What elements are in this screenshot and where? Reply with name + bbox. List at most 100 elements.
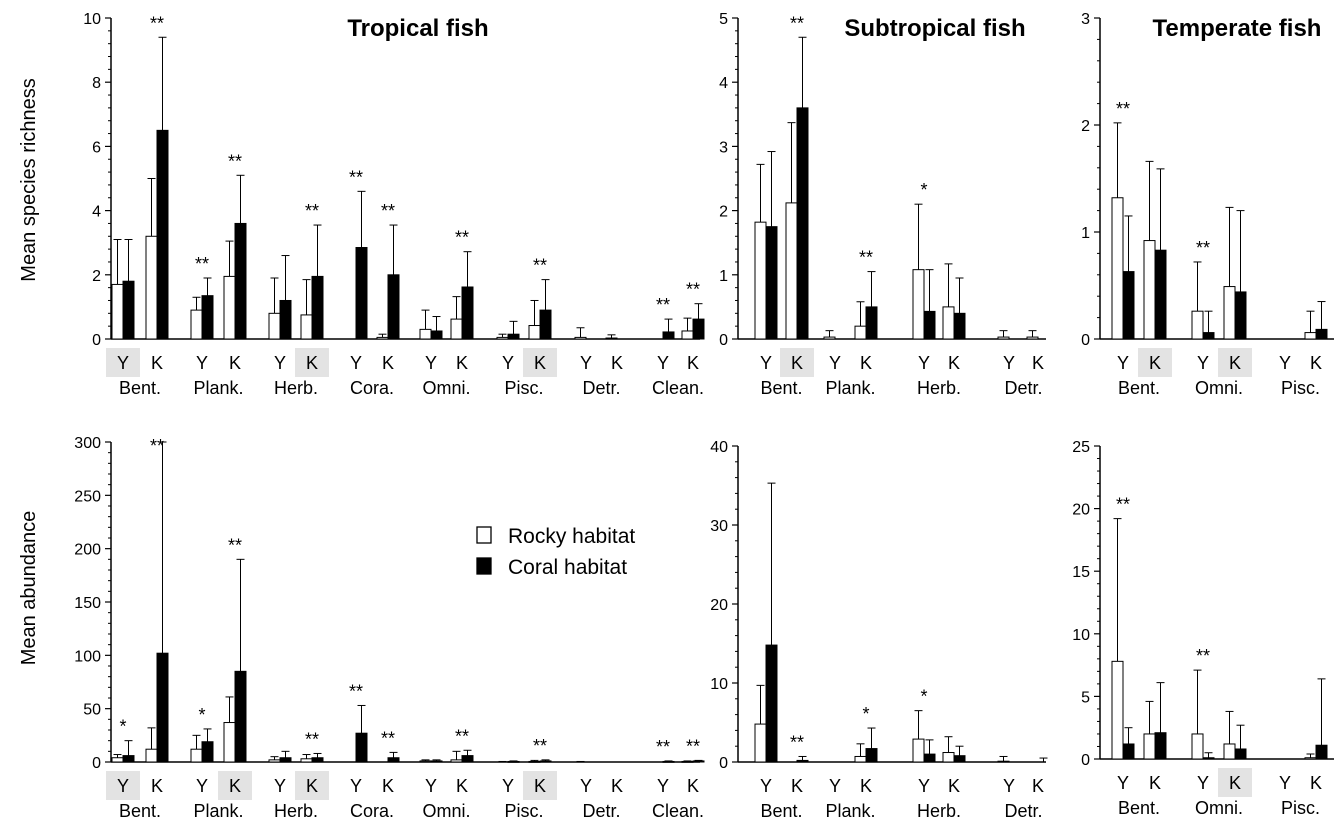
site-label: Y — [1279, 353, 1291, 373]
site-label: K — [791, 776, 803, 796]
coral-bar — [765, 226, 778, 340]
site-label: Y — [918, 776, 930, 796]
group-label: Herb. — [917, 801, 961, 821]
site-label: K — [1310, 773, 1322, 793]
rocky-bar — [145, 748, 158, 763]
y-tick-label: 1 — [719, 268, 728, 285]
coral-bar — [662, 331, 675, 340]
rocky-bar — [111, 283, 124, 340]
significance-marker: * — [920, 180, 927, 200]
coral-bar — [865, 748, 878, 763]
rocky-bar — [111, 757, 124, 763]
rocky-bar — [376, 336, 389, 340]
rocky-bar — [190, 748, 203, 763]
y-tick-label: 10 — [83, 11, 101, 28]
coral-bar — [1315, 744, 1328, 760]
site-label: Y — [425, 776, 437, 796]
group-label: Pisc. — [1281, 378, 1320, 398]
site-label: Y — [1197, 773, 1209, 793]
coral-bar — [311, 275, 324, 340]
site-label: K — [860, 353, 872, 373]
site-label: K — [948, 353, 960, 373]
coral-bar — [355, 732, 368, 763]
site-label: K — [791, 353, 803, 373]
site-label: Y — [1279, 773, 1291, 793]
site-label: K — [456, 353, 468, 373]
site-label: Y — [829, 776, 841, 796]
coral-bar — [461, 286, 474, 340]
site-label: Y — [580, 776, 592, 796]
site-label: Y — [502, 776, 514, 796]
rocky-bar — [496, 336, 509, 340]
site-label: K — [1032, 353, 1044, 373]
coral-bar — [201, 295, 214, 340]
site-label: K — [382, 776, 394, 796]
group-label: Pisc. — [504, 378, 543, 398]
group-label: Omni. — [1195, 378, 1243, 398]
site-label: Y — [350, 353, 362, 373]
legend-rocky-label: Rocky habitat — [508, 525, 635, 548]
significance-marker: ** — [533, 736, 547, 756]
rocky-bar — [268, 759, 281, 763]
significance-marker: ** — [686, 736, 700, 756]
coral-bar — [765, 644, 778, 763]
site-label: Y — [580, 353, 592, 373]
group-label: Herb. — [274, 378, 318, 398]
significance-marker: ** — [790, 13, 804, 33]
site-label: K — [687, 776, 699, 796]
panel-title: Temperate fish — [1153, 15, 1322, 42]
group-label: Detr. — [1004, 801, 1042, 821]
coral-bar — [507, 333, 520, 340]
group-label: Herb. — [274, 801, 318, 821]
rocky-bar — [1223, 743, 1236, 760]
y-tick-label: 10 — [710, 676, 728, 693]
coral-bar — [1202, 757, 1215, 760]
y-tick-label: 25 — [1072, 439, 1090, 456]
y-tick-label: 3 — [1081, 11, 1090, 28]
rocky-bar — [300, 758, 313, 763]
coral-bar — [311, 757, 324, 763]
site-label: Y — [274, 353, 286, 373]
coral-bar — [156, 129, 169, 340]
site-label: K — [1310, 353, 1322, 373]
site-label: K — [306, 776, 318, 796]
site-highlight — [295, 771, 329, 800]
significance-marker: * — [198, 705, 205, 725]
legend-coral-label: Coral habitat — [508, 556, 627, 579]
rocky-bar — [823, 336, 836, 340]
coral-bar — [461, 755, 474, 763]
rocky-bar — [223, 722, 236, 763]
rocky-bar — [912, 738, 925, 763]
coral-bar — [1202, 332, 1215, 340]
site-label: Y — [1003, 353, 1015, 373]
coral-bar — [692, 760, 705, 763]
coral-bar — [865, 306, 878, 340]
coral-bar — [234, 670, 247, 763]
coral-bar — [1315, 328, 1328, 340]
group-label: Plank. — [825, 378, 875, 398]
panel-tropical-abundance: 0 50 100 150 200 250 300 Y * K ** Bent. Y * K ** Plank. Y… — [74, 435, 705, 821]
site-label: K — [1229, 773, 1241, 793]
y-tick-label: 200 — [74, 542, 101, 559]
rocky-bar — [419, 328, 432, 340]
y-tick-label: 20 — [1072, 502, 1090, 519]
rocky-bar — [854, 325, 867, 340]
group-label: Plank. — [193, 801, 243, 821]
significance-marker: ** — [381, 728, 395, 748]
site-label: K — [1032, 776, 1044, 796]
y-tick-label: 20 — [710, 597, 728, 614]
site-label: K — [1149, 353, 1161, 373]
coral-bar — [279, 299, 292, 340]
y-tick-label: 250 — [74, 488, 101, 505]
coral-bar — [1234, 291, 1247, 340]
site-label: K — [1229, 353, 1241, 373]
site-label: K — [534, 353, 546, 373]
coral-bar — [923, 310, 936, 340]
significance-marker: ** — [195, 254, 209, 274]
coral-bar — [539, 760, 552, 763]
rocky-bar — [854, 755, 867, 763]
rocky-bar — [785, 202, 798, 340]
rocky-bar — [754, 723, 767, 763]
